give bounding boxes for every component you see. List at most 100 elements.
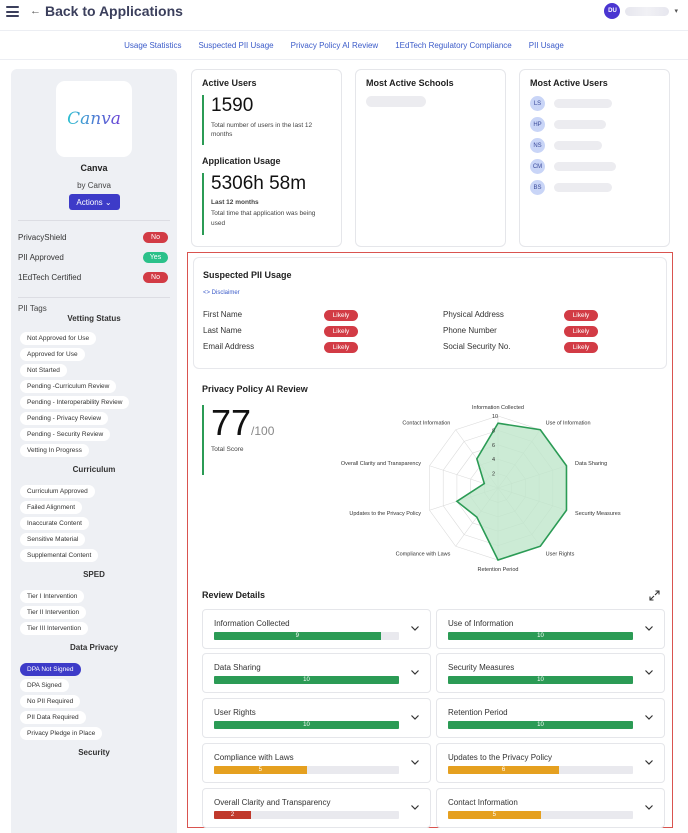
- active-users-value: 1590: [211, 95, 254, 116]
- tag[interactable]: No PII Required: [20, 695, 81, 708]
- tag[interactable]: Tier I Intervention: [20, 590, 85, 603]
- review-detail-card[interactable]: Retention Period 10: [436, 698, 665, 738]
- status-label: PII Approved: [18, 252, 64, 262]
- active-user-row: CM: [530, 156, 659, 177]
- review-detail-label: Updates to the Privacy Policy: [448, 753, 553, 762]
- tab-bar: Usage Statistics Suspected PII Usage Pri…: [0, 30, 688, 60]
- tab-pii-usage[interactable]: PII Usage: [528, 40, 564, 50]
- school-name-redacted: [366, 96, 426, 107]
- app-usage-subtitle: Total time that application was being us…: [211, 210, 316, 227]
- most-active-schools-card: Most Active Schools: [355, 69, 506, 247]
- review-detail-card[interactable]: Compliance with Laws 5: [202, 743, 431, 783]
- tab-regulatory-compliance[interactable]: 1EdTech Regulatory Compliance: [395, 40, 512, 50]
- score-label: Total Score: [211, 446, 244, 453]
- disclaimer-link[interactable]: <> Disclaimer: [203, 290, 240, 296]
- menu-icon[interactable]: [6, 6, 19, 17]
- total-score: 77/100 Total Score: [202, 405, 274, 475]
- tag[interactable]: Tier II Intervention: [20, 606, 87, 619]
- tag[interactable]: Pending - Privacy Review: [20, 412, 109, 425]
- chevron-down-icon[interactable]: [410, 712, 420, 722]
- pii-status-badge: Likely: [324, 326, 358, 337]
- tag[interactable]: Vetting In Progress: [20, 444, 89, 457]
- chevron-down-icon: ▾: [674, 8, 678, 15]
- tab-suspected-pii-usage[interactable]: Suspected PII Usage: [198, 40, 274, 50]
- chevron-down-icon[interactable]: [644, 667, 654, 677]
- radar-axis-label: Compliance with Laws: [396, 552, 451, 558]
- pii-card: Suspected PII Usage <> Disclaimer First …: [193, 257, 667, 369]
- pii-label: Phone Number: [443, 326, 497, 335]
- review-detail-card[interactable]: Updates to the Privacy Policy 6: [436, 743, 665, 783]
- tag[interactable]: Sensitive Material: [20, 533, 86, 546]
- data-privacy-title: Data Privacy: [69, 643, 119, 652]
- app-usage-period: Last 12 months: [211, 199, 259, 206]
- divider: [18, 220, 170, 221]
- tag[interactable]: Inaccurate Content: [20, 517, 89, 530]
- review-detail-card[interactable]: User Rights 10: [202, 698, 431, 738]
- radar-series: [455, 422, 568, 561]
- pii-status-badge: Likely: [324, 310, 358, 321]
- usage-card: Active Users 1590 Total number of users …: [191, 69, 342, 247]
- app-name: Canva: [80, 163, 108, 173]
- chevron-down-icon[interactable]: [644, 802, 654, 812]
- review-detail-card[interactable]: Information Collected 9: [202, 609, 431, 649]
- back-link[interactable]: ← Back to Applications: [30, 3, 183, 19]
- chevron-down-icon[interactable]: [644, 623, 654, 633]
- score-bar: 9: [214, 632, 399, 640]
- tag[interactable]: Supplemental Content: [20, 549, 99, 562]
- tab-privacy-policy-ai-review[interactable]: Privacy Policy AI Review: [290, 40, 379, 50]
- pii-label: Social Security No.: [443, 342, 511, 351]
- radar-tick-label: 6: [492, 443, 495, 449]
- score-bar-fill: 10: [448, 632, 633, 640]
- pii-title: Suspected PII Usage: [203, 270, 292, 280]
- tag[interactable]: Failed Alignment: [20, 501, 83, 514]
- tag[interactable]: PII Data Required: [20, 711, 86, 724]
- expand-icon[interactable]: [649, 590, 660, 601]
- tag[interactable]: Approved for Use: [20, 348, 85, 361]
- review-detail-card[interactable]: Overall Clarity and Transparency 2: [202, 788, 431, 828]
- logo-wordmark: Canva: [67, 109, 121, 129]
- data-privacy-tag-list: DPA Not Signed DPA Signed No PII Required P…: [18, 663, 170, 740]
- review-detail-card[interactable]: Contact Information 5: [436, 788, 665, 828]
- arrow-left-icon: ←: [30, 5, 41, 17]
- user-menu[interactable]: DU ▾: [604, 3, 678, 19]
- avatar: NS: [530, 138, 545, 153]
- actions-button[interactable]: Actions ⌄: [68, 194, 120, 210]
- tag[interactable]: Tier III Intervention: [20, 622, 88, 635]
- active-users-metric: 1590 Total number of users in the last 1…: [202, 95, 331, 145]
- chevron-down-icon[interactable]: [410, 757, 420, 767]
- tag[interactable]: DPA Not Signed: [20, 663, 81, 676]
- chevron-down-icon[interactable]: [410, 667, 420, 677]
- tag[interactable]: Not Approved for Use: [20, 332, 97, 345]
- review-detail-card[interactable]: Use of Information 10: [436, 609, 665, 649]
- chevron-down-icon: ⌄: [104, 197, 112, 207]
- chevron-down-icon[interactable]: [410, 802, 420, 812]
- review-detail-card[interactable]: Security Measures 10: [436, 653, 665, 693]
- radar-tick-label: 10: [492, 414, 498, 420]
- radar-axis-label: Information Collected: [472, 405, 524, 411]
- most-active-users-card: Most Active Users LS HP NS CM BS: [519, 69, 670, 247]
- tag[interactable]: DPA Signed: [20, 679, 69, 692]
- app-usage-metric: 5306h 58m Last 12 months Total time that…: [202, 173, 331, 235]
- tag[interactable]: Pending -Curriculum Review: [20, 380, 117, 393]
- tag[interactable]: Pending - Interoperability Review: [20, 396, 130, 409]
- avatar: HP: [530, 117, 545, 132]
- tab-usage-statistics[interactable]: Usage Statistics: [124, 40, 182, 50]
- user-name-redacted: [554, 162, 616, 171]
- tag[interactable]: Pending - Security Review: [20, 428, 111, 441]
- chevron-down-icon[interactable]: [410, 623, 420, 633]
- tag[interactable]: Curriculum Approved: [20, 485, 95, 498]
- avatar: BS: [530, 180, 545, 195]
- radar-axis-label: Overall Clarity and Transparency: [341, 461, 421, 467]
- review-detail-label: Data Sharing: [214, 663, 261, 672]
- tag[interactable]: Privacy Pledge in Place: [20, 727, 103, 740]
- chevron-down-icon[interactable]: [644, 757, 654, 767]
- score-bar: 10: [448, 632, 633, 640]
- score-bar: 10: [448, 676, 633, 684]
- chevron-down-icon[interactable]: [644, 712, 654, 722]
- back-label: Back to Applications: [45, 3, 183, 19]
- tag[interactable]: Not Started: [20, 364, 67, 377]
- active-user-row: NS: [530, 135, 659, 156]
- active-users-subtitle: Total number of users in the last 12 mon…: [211, 122, 313, 139]
- review-detail-card[interactable]: Data Sharing 10: [202, 653, 431, 693]
- avatar: LS: [530, 96, 545, 111]
